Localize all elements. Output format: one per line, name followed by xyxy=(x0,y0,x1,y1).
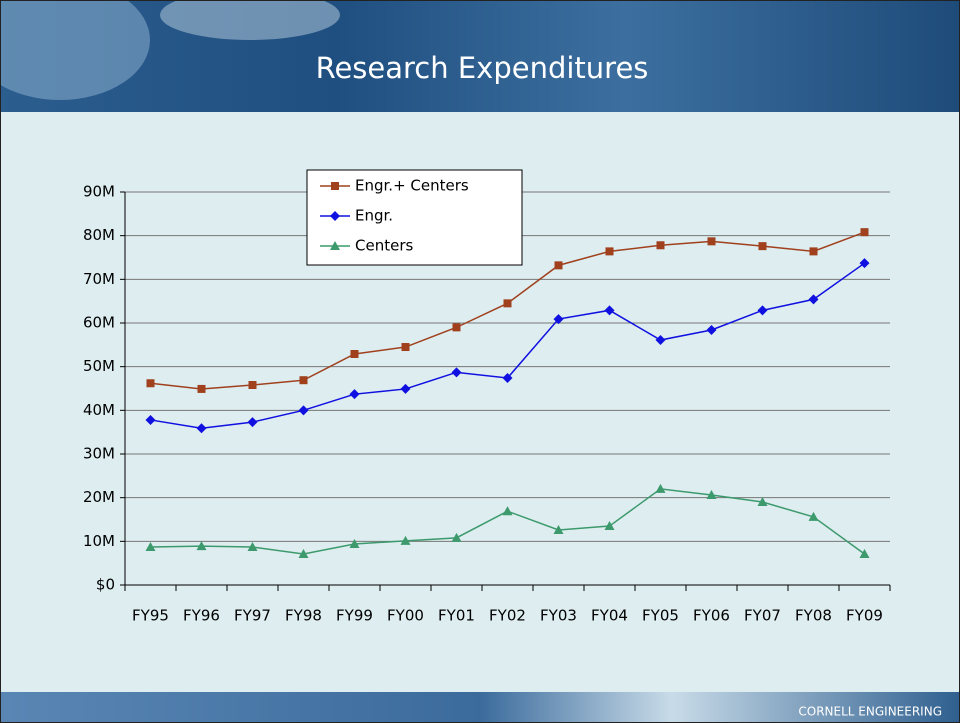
x-tick-label: FY07 xyxy=(744,607,781,625)
marker xyxy=(707,237,716,246)
x-tick-label: FY05 xyxy=(642,607,679,625)
marker xyxy=(145,414,156,425)
marker xyxy=(349,389,360,400)
slide-title: Research Expenditures xyxy=(316,51,649,85)
legend-label: Engr. xyxy=(355,207,393,225)
marker xyxy=(298,405,309,416)
y-tick-label: 20M xyxy=(83,488,115,506)
marker xyxy=(605,247,614,256)
marker xyxy=(859,258,870,269)
marker xyxy=(299,376,308,385)
y-tick-label: 30M xyxy=(83,445,115,463)
x-tick-label: FY98 xyxy=(285,607,322,625)
marker xyxy=(298,548,309,558)
marker xyxy=(400,383,411,394)
marker xyxy=(146,379,155,388)
marker xyxy=(706,490,717,500)
marker xyxy=(452,323,461,332)
y-tick-label: 50M xyxy=(83,357,115,375)
marker xyxy=(554,261,563,270)
marker xyxy=(502,506,513,516)
x-tick-label: FY03 xyxy=(540,607,577,625)
marker xyxy=(401,343,410,352)
x-tick-label: FY01 xyxy=(438,607,475,625)
marker xyxy=(451,367,462,378)
marker xyxy=(808,511,819,521)
marker xyxy=(247,542,258,552)
x-tick-label: FY09 xyxy=(846,607,883,625)
header-decor xyxy=(0,0,150,100)
marker xyxy=(860,228,869,237)
marker xyxy=(553,524,564,534)
y-tick-label: 90M xyxy=(83,183,115,201)
marker xyxy=(503,299,512,308)
y-tick-label: 80M xyxy=(83,226,115,244)
x-tick-label: FY02 xyxy=(489,607,526,625)
y-tick-label: $0 xyxy=(96,576,115,594)
marker xyxy=(758,242,767,251)
y-tick-label: 60M xyxy=(83,314,115,332)
x-tick-label: FY06 xyxy=(693,607,730,625)
legend-label: Engr.+ Centers xyxy=(355,177,469,195)
y-tick-label: 40M xyxy=(83,401,115,419)
marker xyxy=(859,548,870,558)
y-tick-label: 10M xyxy=(83,532,115,550)
legend-label: Centers xyxy=(355,237,413,255)
marker xyxy=(247,417,258,428)
marker xyxy=(655,335,666,346)
x-tick-label: FY97 xyxy=(234,607,271,625)
marker xyxy=(604,305,615,316)
x-tick-label: FY95 xyxy=(132,607,169,625)
marker xyxy=(330,241,340,250)
x-tick-label: FY00 xyxy=(387,607,424,625)
x-tick-label: FY96 xyxy=(183,607,220,625)
x-tick-label: FY99 xyxy=(336,607,373,625)
marker xyxy=(196,541,207,551)
header-decor xyxy=(160,0,340,40)
x-tick-label: FY08 xyxy=(795,607,832,625)
marker xyxy=(757,497,768,507)
marker xyxy=(197,384,206,393)
marker xyxy=(553,314,564,325)
marker xyxy=(145,542,156,552)
marker xyxy=(349,538,360,548)
marker xyxy=(248,381,257,390)
marker xyxy=(451,532,462,542)
footer-band xyxy=(0,692,960,723)
marker xyxy=(604,521,615,531)
marker xyxy=(350,350,359,359)
marker xyxy=(757,305,768,316)
footer-text: CORNELL ENGINEERING xyxy=(798,705,942,719)
header-band xyxy=(0,0,960,112)
marker xyxy=(656,241,665,250)
y-tick-label: 70M xyxy=(83,270,115,288)
marker xyxy=(400,535,411,545)
marker xyxy=(808,294,819,305)
marker xyxy=(706,324,717,335)
marker xyxy=(655,483,666,493)
marker xyxy=(330,211,340,221)
marker xyxy=(331,182,339,190)
plot: $0 10M 20M 30M 40M 50M 60M 70M 80M 90M FY95 FY96 FY9… xyxy=(83,169,891,625)
marker xyxy=(196,423,207,434)
marker xyxy=(809,247,818,256)
legend: Engr.+ Centers Engr. Centers xyxy=(306,169,523,266)
marker xyxy=(502,373,513,384)
x-tick-label: FY04 xyxy=(591,607,628,625)
